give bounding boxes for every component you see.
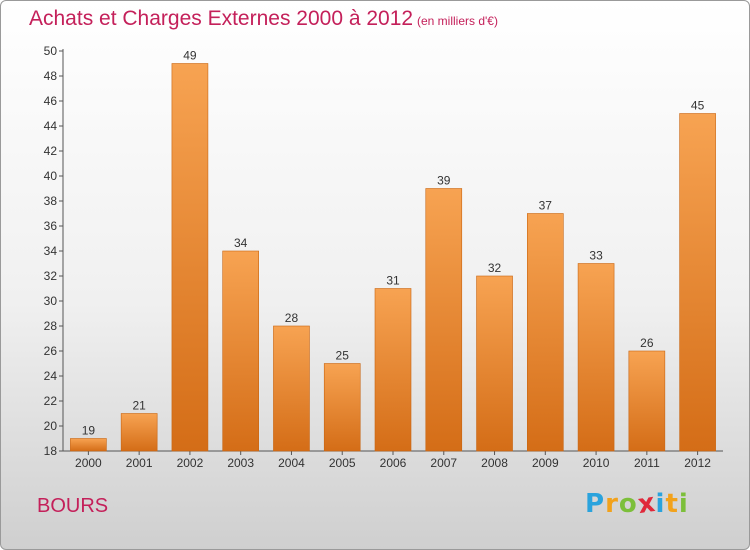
x-tick-label: 2005 [329,456,356,470]
chart-title: Achats et Charges Externes 2000 à 2012 [29,7,414,30]
y-tick-label: 18 [44,444,58,458]
bar-2005 [323,363,361,452]
y-tick-label: 30 [44,294,58,308]
logo-letter: t [665,489,679,519]
y-tick-label: 32 [44,269,58,283]
logo-letter: i [655,489,666,519]
x-tick-label: 2000 [75,456,102,470]
y-tick-label: 28 [44,319,58,333]
y-tick-label: 36 [44,219,58,233]
chart-subtitle: (en milliers d'€) [417,14,498,28]
bar-2000 [70,438,107,452]
data-label: 25 [336,349,350,363]
y-tick-label: 34 [44,244,58,258]
x-tick-label: 2006 [380,456,407,470]
x-tick-label: 2011 [634,456,660,470]
logo-letter: x [635,487,658,521]
y-tick-label: 46 [44,94,58,108]
y-tick-label: 24 [44,369,58,383]
data-label: 37 [539,199,553,213]
y-tick-label: 40 [44,169,58,183]
x-tick-label: 2001 [126,456,153,470]
bar-2006 [374,288,412,452]
logo-letter: P [585,489,606,519]
bar-2010 [577,263,615,452]
place-name: BOURS [37,495,109,517]
bar-2004 [273,325,310,452]
bar-2003 [222,250,259,452]
y-tick-label: 38 [44,194,58,208]
data-label: 39 [437,174,451,188]
x-tick-label: 2007 [430,456,457,470]
logo-letter: r [605,489,619,519]
logo-letter: o [618,489,638,519]
x-tick-label: 2012 [684,456,711,470]
data-label: 32 [488,261,502,275]
y-tick-label: 20 [44,419,58,433]
x-tick-label: 2009 [532,456,559,470]
logo-letter: i [678,489,689,519]
data-label: 45 [691,99,705,113]
x-tick-label: 2010 [583,456,610,470]
x-tick-label: 2004 [278,456,305,470]
y-tick-label: 42 [44,144,58,158]
bar-2009 [527,213,564,452]
data-label: 34 [234,236,248,250]
bar-2011 [628,350,666,452]
data-label: 26 [640,336,654,350]
bar-2001 [120,413,158,452]
bar-2008 [476,275,513,452]
x-tick-label: 2002 [177,456,204,470]
data-label: 21 [132,399,146,413]
x-tick-label: 2008 [481,456,508,470]
y-tick-label: 26 [44,344,58,358]
data-label: 33 [589,249,603,263]
data-label: 31 [386,274,400,288]
data-label: 49 [183,49,197,63]
proxiti-logo[interactable]: Proxiti [585,487,689,521]
y-tick-label: 44 [44,119,58,133]
y-tick-label: 50 [44,44,58,58]
x-tick-label: 2003 [227,456,254,470]
y-tick-label: 48 [44,69,58,83]
y-tick-label: 22 [44,394,58,408]
bar-2012 [679,113,716,452]
data-label: 28 [285,311,299,325]
data-label: 19 [82,424,96,438]
bar-2007 [425,188,463,452]
bar-2002 [171,63,209,452]
